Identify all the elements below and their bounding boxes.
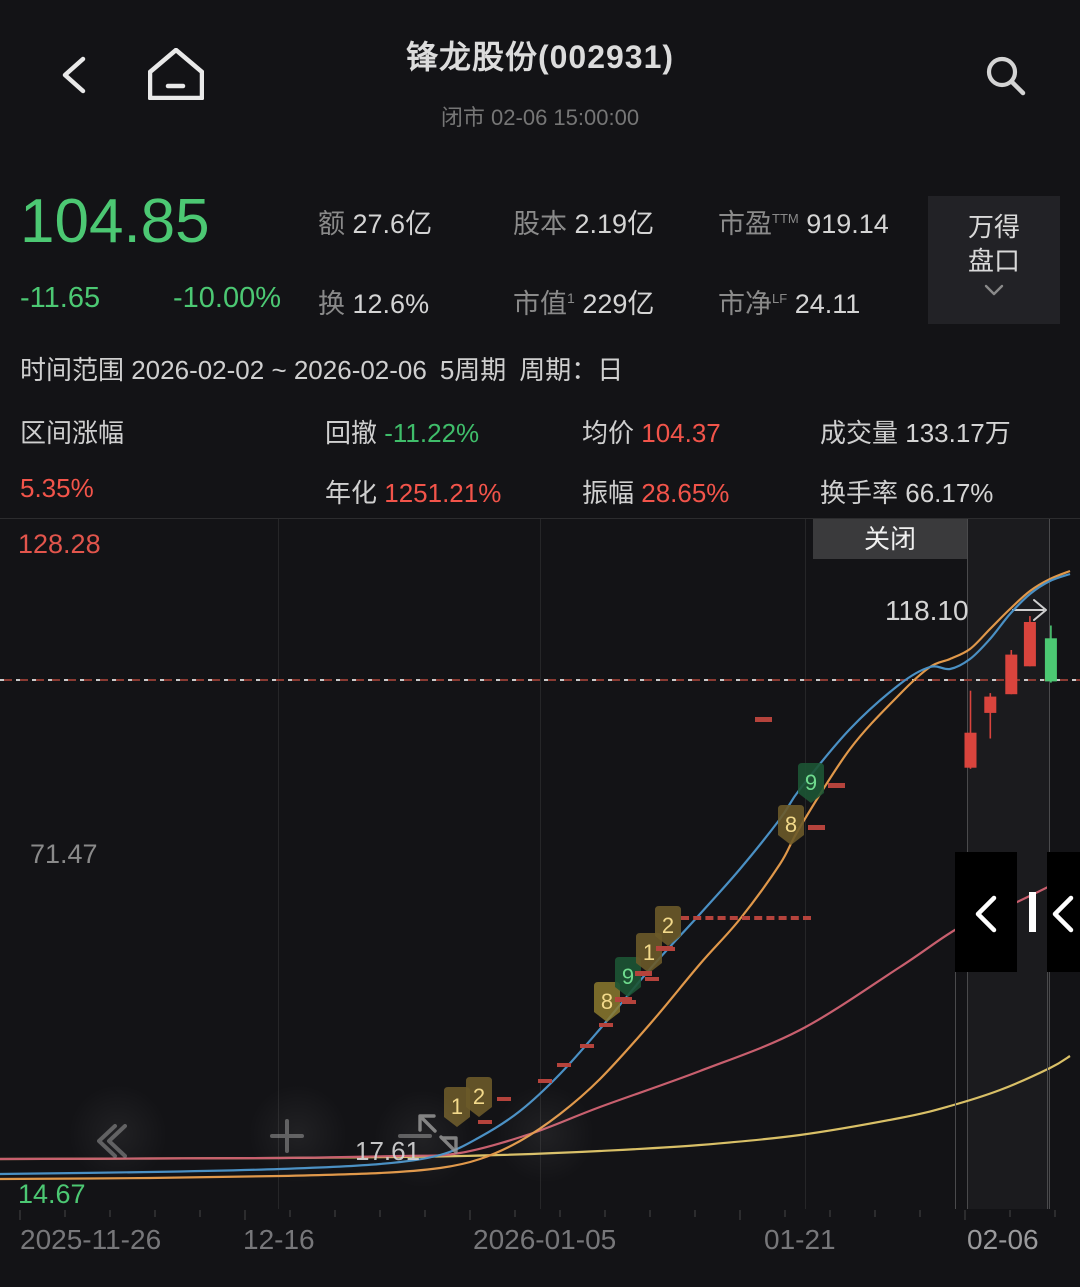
svg-text:2: 2 [662, 913, 674, 938]
svg-text:9: 9 [805, 770, 817, 795]
svg-text:8: 8 [785, 812, 797, 837]
svg-text:2: 2 [473, 1084, 485, 1109]
